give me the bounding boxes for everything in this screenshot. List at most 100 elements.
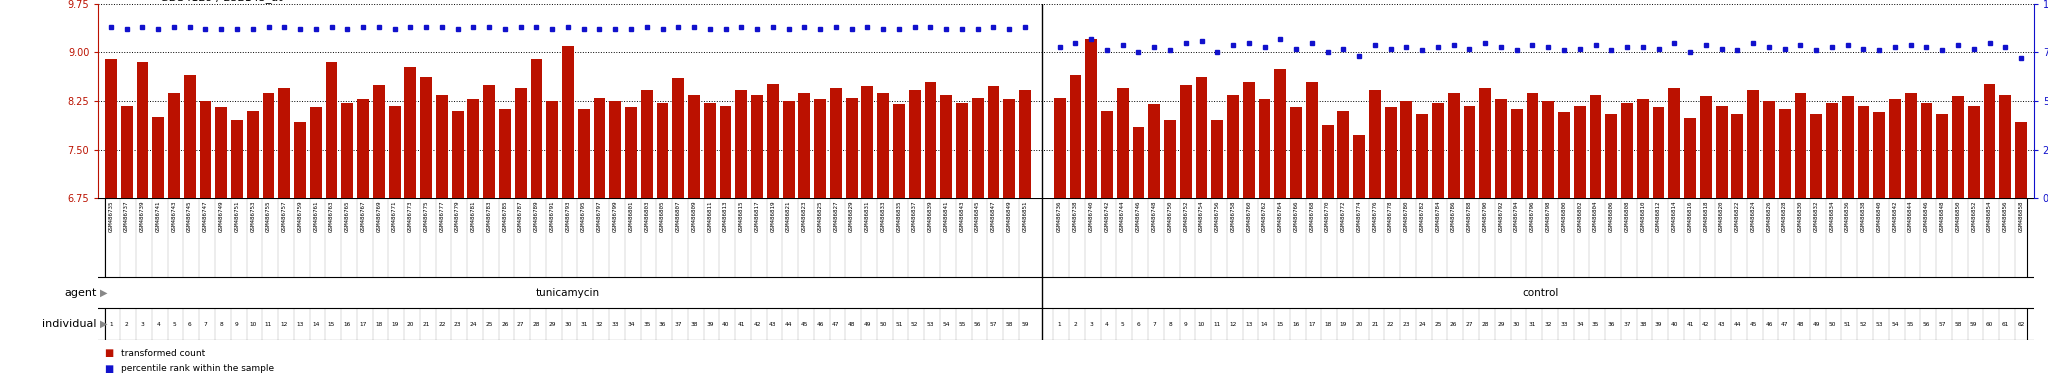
Bar [2015,122,2028,198]
Bar [279,88,291,198]
Bar [1731,114,1743,198]
Text: 31: 31 [580,321,588,327]
Text: ■: ■ [104,348,115,358]
Bar [453,111,463,198]
Text: percentile rank within the sample: percentile rank within the sample [121,364,274,373]
Text: GSM486745: GSM486745 [186,200,193,232]
Text: ■: ■ [104,364,115,374]
Text: 13: 13 [1245,321,1253,327]
Text: 5: 5 [172,321,176,327]
Text: GSM486828: GSM486828 [1782,200,1788,232]
Text: GSM486832: GSM486832 [1815,200,1819,232]
Bar [1794,93,1806,198]
Text: 29: 29 [1497,321,1505,327]
Text: GSM486817: GSM486817 [754,200,760,232]
Text: 41: 41 [737,321,745,327]
Bar [1606,114,1618,198]
Bar [231,121,244,198]
Bar [862,86,872,198]
Text: GSM486810: GSM486810 [1640,200,1645,232]
Text: GSM486808: GSM486808 [1624,200,1630,232]
Bar [1874,112,1884,198]
Text: GSM486804: GSM486804 [1593,200,1597,232]
Bar [215,107,227,198]
Text: 10: 10 [250,321,256,327]
Text: 53: 53 [926,321,934,327]
Bar [500,109,510,198]
Text: GSM486763: GSM486763 [330,200,334,232]
Text: 23: 23 [1403,321,1411,327]
Text: 28: 28 [532,321,541,327]
Text: GSM486841: GSM486841 [944,200,948,232]
Text: 26: 26 [1450,321,1458,327]
Text: GDS4129 / 232145_at: GDS4129 / 232145_at [160,0,283,3]
Bar [987,86,999,198]
Bar [309,108,322,198]
Bar [1020,90,1030,198]
Text: 7: 7 [1153,321,1157,327]
Text: GSM486751: GSM486751 [233,200,240,232]
Text: 31: 31 [1528,321,1536,327]
Text: GSM486776: GSM486776 [1372,200,1378,232]
Text: GSM486752: GSM486752 [1184,200,1188,232]
Bar [1243,81,1255,198]
Text: 2: 2 [1073,321,1077,327]
Text: 17: 17 [358,321,367,327]
Text: GSM486826: GSM486826 [1765,200,1772,232]
Text: 55: 55 [958,321,967,327]
Bar [1274,69,1286,198]
Bar [909,90,922,198]
Text: GSM486766: GSM486766 [1294,200,1298,232]
Bar [483,85,496,198]
Text: GSM486842: GSM486842 [1892,200,1898,232]
Text: GSM486748: GSM486748 [1151,200,1157,232]
Bar [719,106,731,198]
Bar [846,98,858,198]
Text: 40: 40 [1671,321,1677,327]
Text: GSM486858: GSM486858 [2019,200,2023,232]
Text: 47: 47 [1782,321,1788,327]
Text: GSM486772: GSM486772 [1341,200,1346,232]
Bar [1448,93,1460,198]
Text: GSM486849: GSM486849 [1008,200,1012,232]
Bar [199,101,211,198]
Text: 11: 11 [264,321,272,327]
Text: GSM486800: GSM486800 [1561,200,1567,232]
Bar [1511,109,1522,198]
Text: 35: 35 [643,321,651,327]
Text: individual: individual [41,319,96,329]
Text: 59: 59 [1022,321,1028,327]
Text: GSM486795: GSM486795 [582,200,586,232]
Bar [1321,125,1333,198]
Text: GSM486823: GSM486823 [803,200,807,232]
Text: GSM486845: GSM486845 [975,200,981,232]
Text: 29: 29 [549,321,555,327]
Text: 37: 37 [1624,321,1630,327]
Text: 30: 30 [1513,321,1520,327]
Bar [403,67,416,198]
Text: 20: 20 [408,321,414,327]
Bar [356,99,369,198]
Bar [168,93,180,198]
Text: 6: 6 [188,321,193,327]
Bar [1479,88,1491,198]
Text: 43: 43 [770,321,776,327]
Text: GSM486824: GSM486824 [1751,200,1755,232]
Text: GSM486818: GSM486818 [1704,200,1708,232]
Text: GSM486764: GSM486764 [1278,200,1282,232]
Bar [1180,85,1192,198]
Bar [688,94,700,198]
Bar [1589,94,1602,198]
Text: GSM486746: GSM486746 [1137,200,1141,232]
Text: 44: 44 [1733,321,1741,327]
Text: 34: 34 [627,321,635,327]
Bar [1464,106,1475,198]
Bar [121,106,133,198]
Text: 15: 15 [328,321,336,327]
Bar [1841,96,1853,198]
Text: 32: 32 [1544,321,1552,327]
Text: GSM486793: GSM486793 [565,200,571,232]
Bar [152,117,164,198]
Text: 12: 12 [281,321,289,327]
Bar [1952,96,1964,198]
